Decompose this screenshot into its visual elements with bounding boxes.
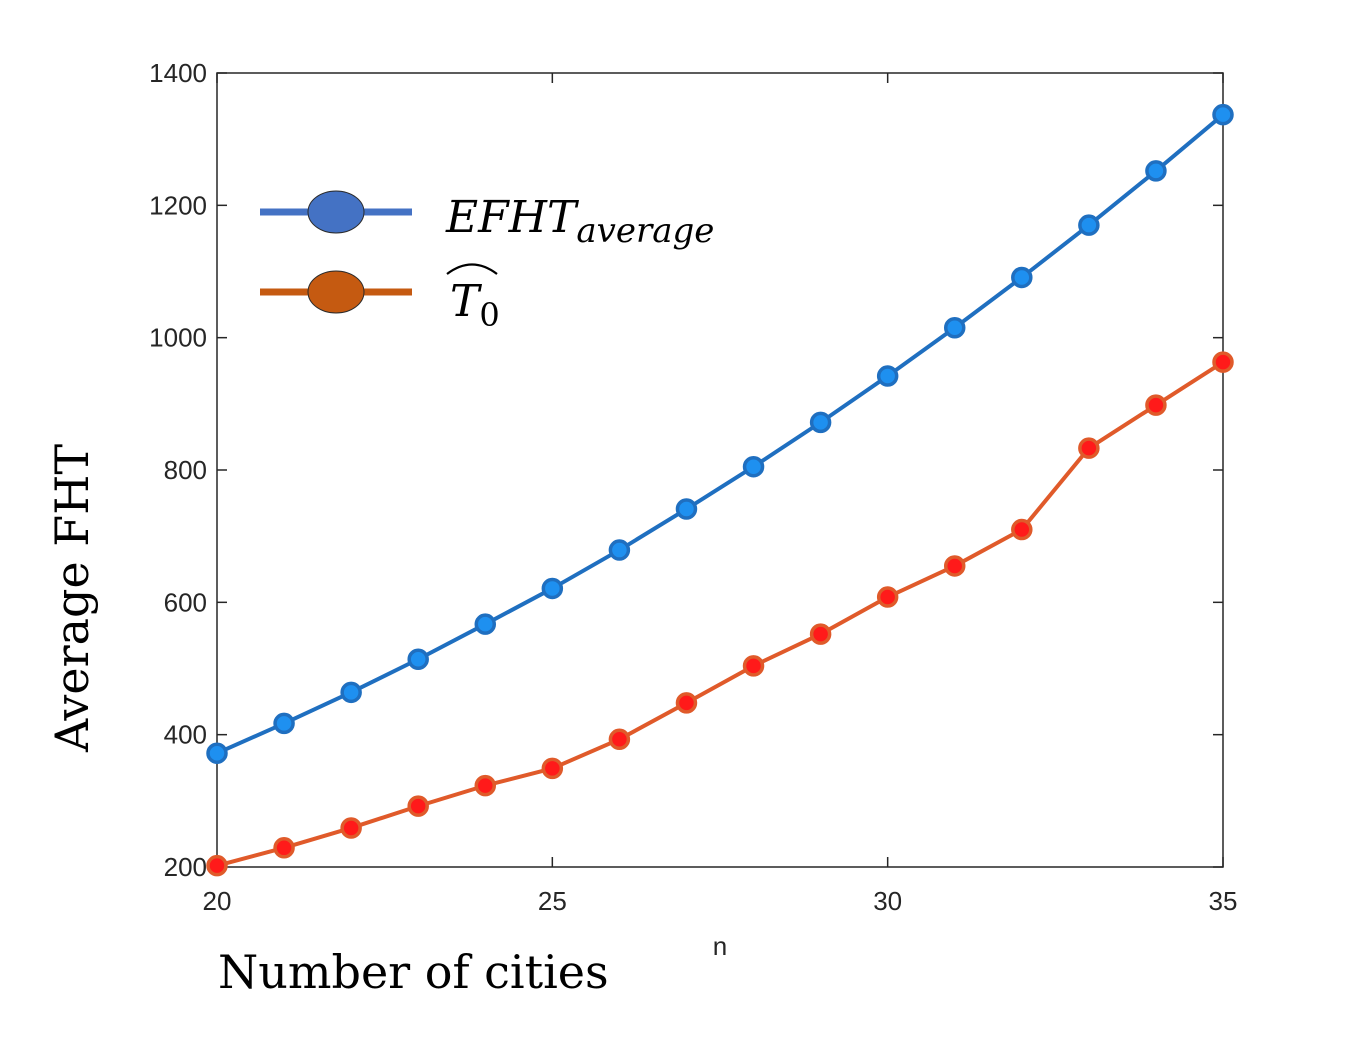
data-point: [1145, 394, 1167, 416]
data-point: [407, 648, 429, 670]
data-point: [876, 365, 899, 387]
legend-label-t0-subscript: 0: [479, 296, 499, 334]
y-tick-label: 1200: [149, 190, 207, 220]
legend-label-efht-subscript: average: [576, 211, 714, 251]
data-point: [608, 539, 631, 561]
series-layer: [206, 103, 1234, 877]
data-point: [675, 498, 698, 520]
data-point: [809, 623, 832, 645]
data-point: [340, 681, 362, 704]
data-point: [541, 757, 564, 780]
data-point: [1011, 518, 1033, 541]
data-point: [474, 774, 497, 797]
data-point: [943, 555, 966, 577]
data-point: [608, 728, 631, 751]
data-point: [1212, 103, 1234, 126]
plot-area: [216, 72, 1224, 868]
data-point: [206, 854, 228, 877]
y-tick-label: 600: [164, 587, 207, 617]
data-point: [742, 455, 765, 478]
data-point: [340, 817, 362, 839]
data-point: [1011, 266, 1033, 289]
data-point: [1212, 351, 1234, 373]
series-0: [206, 103, 1234, 764]
y-tick-label: 800: [164, 455, 207, 485]
x-tick-label: 35: [1209, 886, 1238, 916]
y-tick-label: 1400: [149, 58, 207, 88]
x-tick-label: 30: [873, 886, 902, 916]
data-point: [742, 655, 765, 677]
series-line-0: [216, 113, 1225, 756]
data-point: [273, 712, 295, 735]
data-point: [474, 613, 497, 635]
data-point: [943, 316, 966, 339]
axis-ticks: 20 25 30 35 200 400 600 800 1000 1200 1400: [149, 58, 1237, 916]
legend-label-t0-main: T: [450, 276, 483, 327]
data-point: [273, 837, 295, 859]
legend-marker-t0: [307, 270, 365, 314]
data-point: [1145, 160, 1167, 182]
series-line-1: [216, 360, 1225, 868]
y-tick-label: 200: [164, 852, 207, 882]
data-point: [1078, 437, 1100, 459]
legend-hat-accent: [446, 263, 498, 275]
x-tick-label: 25: [538, 886, 567, 916]
series-1: [206, 351, 1234, 877]
y-tick-label: 1000: [149, 323, 207, 353]
data-point: [876, 586, 899, 608]
data-point: [541, 577, 564, 600]
legend-label-t0: T0: [450, 276, 500, 334]
x-tick-label: 20: [203, 886, 232, 916]
y-axis-title: Average FHT: [45, 444, 99, 753]
plot-frame: [216, 72, 1224, 868]
data-point: [809, 411, 832, 434]
legend-label-efht: EFHTaverage: [445, 192, 714, 251]
legend: EFHTaverage T0: [260, 190, 714, 334]
y-tick-label: 400: [164, 720, 207, 750]
data-point: [1078, 214, 1100, 236]
data-point: [675, 692, 698, 714]
x-axis-caption: Number of cities: [218, 945, 609, 999]
data-point: [206, 742, 228, 764]
legend-label-efht-main: EFHT: [445, 192, 580, 243]
data-point: [407, 795, 429, 817]
legend-marker-efht: [307, 190, 365, 234]
x-axis-title: n: [713, 931, 727, 961]
